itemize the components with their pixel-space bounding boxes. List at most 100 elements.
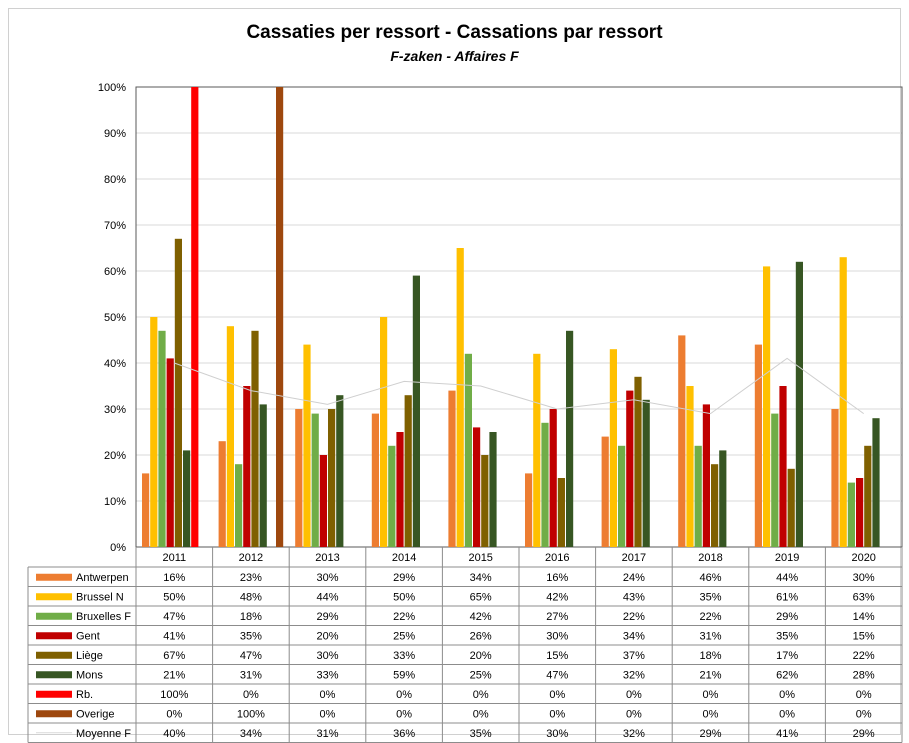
data-label: 41% — [163, 630, 185, 642]
chart-frame — [8, 8, 901, 735]
data-label: 15% — [546, 650, 568, 662]
data-label: 22% — [853, 650, 875, 662]
bar — [448, 390, 456, 547]
bar — [303, 344, 311, 547]
bar — [371, 413, 379, 547]
data-label: 34% — [623, 630, 645, 642]
data-label: 61% — [776, 591, 798, 603]
bar — [872, 418, 880, 547]
bar — [626, 390, 634, 547]
data-label: 24% — [623, 572, 645, 584]
data-label: 15% — [853, 630, 875, 642]
data-label: 18% — [240, 611, 262, 623]
bar — [754, 344, 762, 547]
data-label: 17% — [776, 650, 798, 662]
x-tick-label: 2015 — [468, 552, 492, 564]
data-label: 0% — [473, 708, 489, 720]
y-tick-label: 60% — [104, 266, 126, 278]
data-label: 27% — [546, 611, 568, 623]
data-label: 37% — [623, 650, 645, 662]
data-label: 36% — [393, 728, 415, 740]
bar — [295, 409, 303, 547]
data-label: 0% — [396, 689, 412, 701]
data-label: 32% — [623, 669, 645, 681]
bar — [609, 349, 617, 547]
data-label: 35% — [699, 591, 721, 603]
legend-label: Mons — [76, 669, 103, 681]
bar — [847, 482, 855, 547]
legend-key — [36, 573, 72, 581]
data-label: 46% — [699, 572, 721, 584]
bar — [235, 464, 243, 547]
data-label: 31% — [240, 669, 262, 681]
y-tick-label: 50% — [104, 312, 126, 324]
bar — [694, 445, 702, 547]
bar — [473, 427, 481, 547]
bar — [711, 464, 719, 547]
bar — [702, 404, 710, 547]
data-label: 41% — [776, 728, 798, 740]
legend-label: Liège — [76, 650, 103, 662]
bar — [183, 450, 191, 547]
bar — [412, 275, 420, 547]
bar — [795, 261, 803, 547]
data-label: 43% — [623, 591, 645, 603]
y-tick-label: 90% — [104, 128, 126, 140]
data-label: 0% — [856, 708, 872, 720]
data-label: 29% — [853, 728, 875, 740]
bar — [336, 395, 344, 547]
data-label: 26% — [470, 630, 492, 642]
bar — [319, 455, 327, 547]
data-label: 21% — [163, 669, 185, 681]
data-label: 30% — [316, 572, 338, 584]
data-label: 22% — [393, 611, 415, 623]
bar — [166, 358, 174, 547]
data-label: 29% — [776, 611, 798, 623]
chart-title: Cassaties per ressort - Cassations par r… — [246, 22, 663, 43]
x-tick-label: 2013 — [315, 552, 339, 564]
bar — [328, 409, 336, 547]
x-tick-label: 2017 — [622, 552, 646, 564]
data-label: 0% — [320, 708, 336, 720]
bar — [174, 238, 182, 548]
bar — [464, 353, 472, 547]
data-label: 33% — [316, 669, 338, 681]
data-label: 22% — [699, 611, 721, 623]
data-label: 29% — [316, 611, 338, 623]
data-label: 0% — [626, 689, 642, 701]
data-label: 40% — [163, 728, 185, 740]
x-tick-label: 2012 — [239, 552, 263, 564]
data-label: 18% — [699, 650, 721, 662]
bar — [142, 473, 150, 547]
y-tick-label: 20% — [104, 450, 126, 462]
legend-key — [36, 671, 72, 679]
bar — [191, 87, 199, 547]
bar — [481, 455, 489, 547]
data-label: 100% — [237, 708, 265, 720]
bar — [779, 386, 787, 547]
bar — [243, 386, 251, 547]
data-label: 65% — [470, 591, 492, 603]
legend-label: Antwerpen — [76, 572, 129, 584]
data-label: 20% — [316, 630, 338, 642]
data-label: 0% — [549, 689, 565, 701]
data-label: 50% — [163, 591, 185, 603]
data-label: 35% — [470, 728, 492, 740]
legend-key — [36, 710, 72, 718]
data-label: 63% — [853, 591, 875, 603]
bar — [549, 409, 557, 547]
series-line — [174, 357, 864, 415]
legend-key — [36, 612, 72, 620]
bar — [618, 445, 626, 547]
bar — [557, 478, 565, 547]
data-label: 0% — [779, 689, 795, 701]
x-tick-label: 2020 — [851, 552, 875, 564]
bar — [276, 87, 284, 547]
legend-key — [36, 593, 72, 601]
bar — [218, 441, 226, 547]
bar — [601, 436, 609, 547]
bar — [566, 330, 574, 547]
bar — [678, 335, 686, 547]
x-tick-label: 2018 — [698, 552, 722, 564]
data-label: 33% — [393, 650, 415, 662]
